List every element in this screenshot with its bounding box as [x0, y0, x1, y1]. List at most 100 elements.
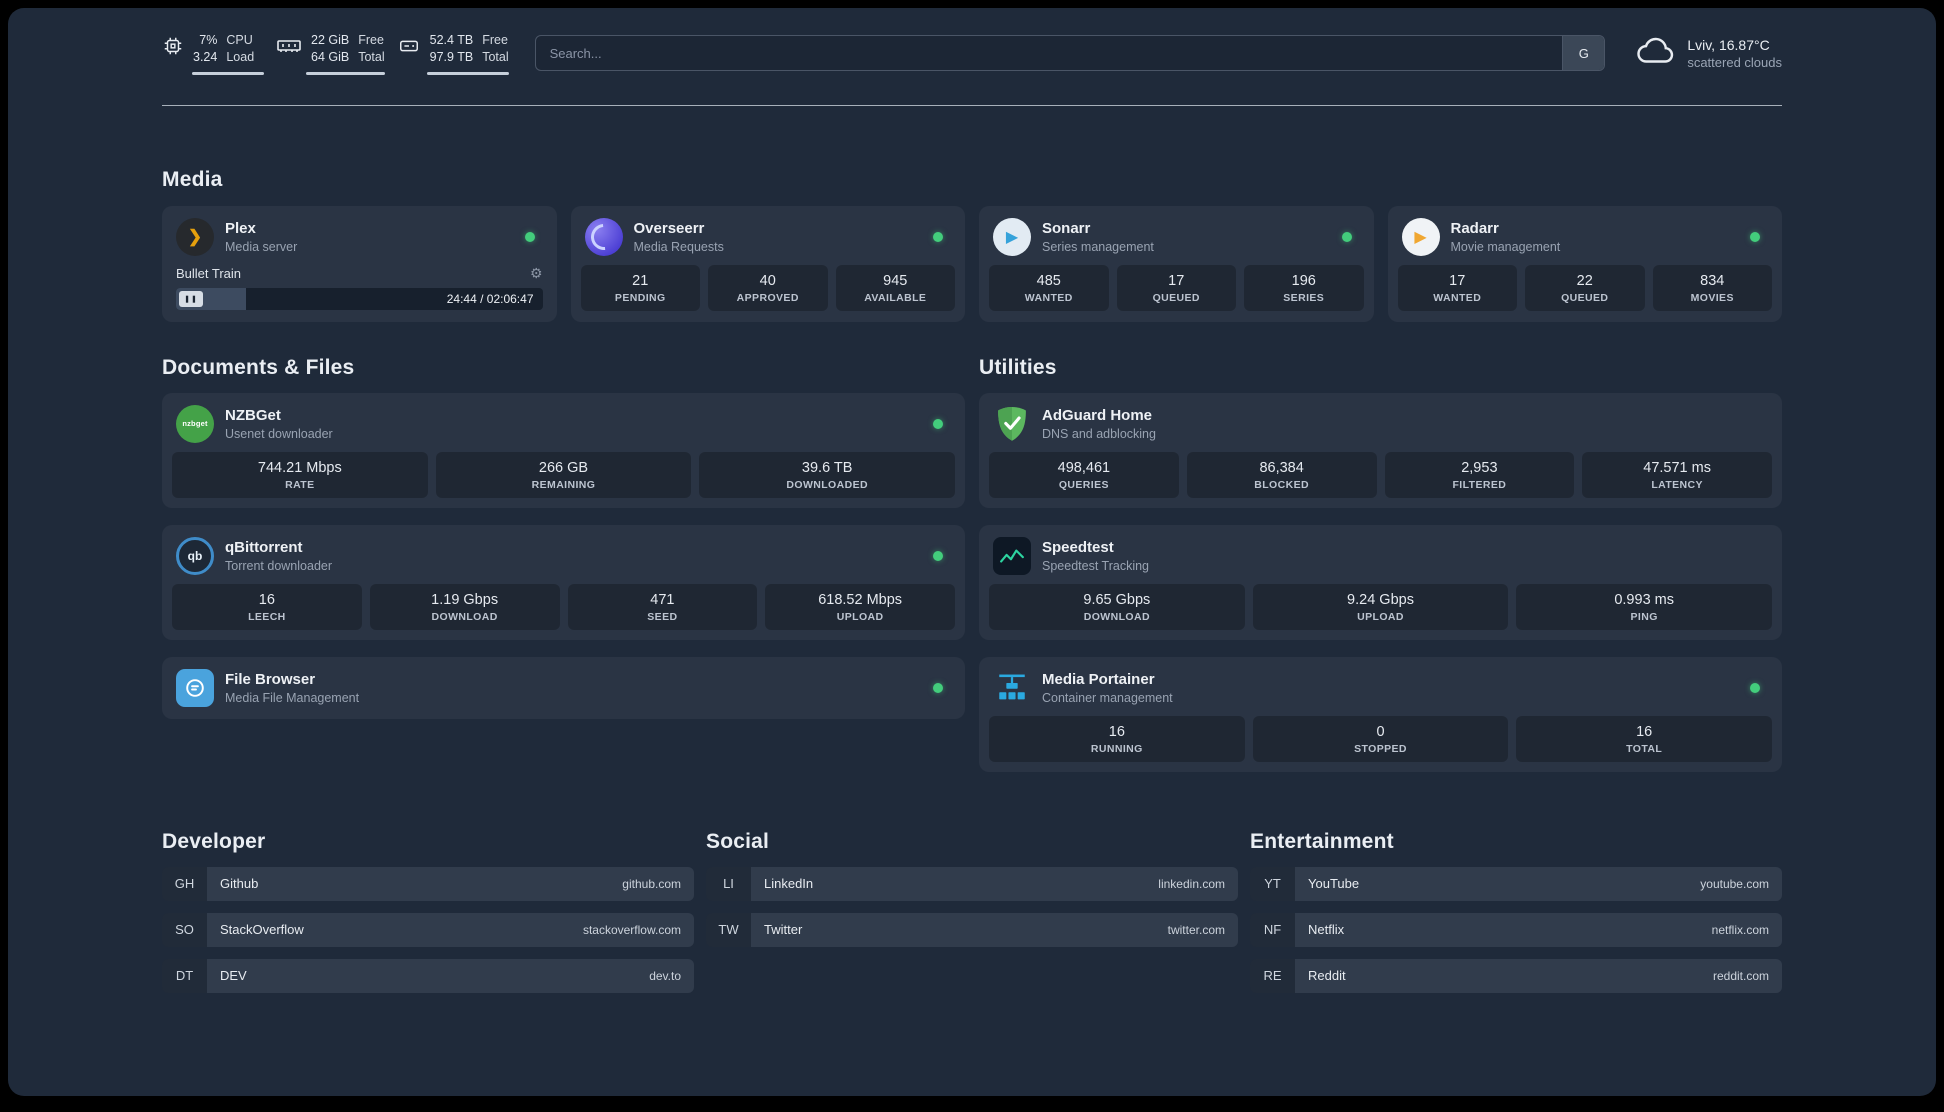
- cpu-load-value: 3.24: [193, 50, 218, 65]
- playback-progress-bar[interactable]: ❚❚ 24:44 / 02:06:47: [176, 287, 543, 310]
- bookmark-dev[interactable]: DT DEV dev.to: [162, 958, 694, 993]
- qbittorrent-glyph: qb: [187, 548, 203, 563]
- app-card-adguard[interactable]: AdGuard Home DNS and adblocking 498,461 …: [979, 392, 1782, 508]
- nzbget-wordmark: nzbget: [182, 419, 208, 428]
- memory-free-label: Free: [358, 33, 384, 47]
- app-name: Overseerr: [633, 219, 705, 237]
- status-online-dot: [933, 418, 943, 429]
- disk-free-value: 52.4 TB: [429, 33, 474, 47]
- stat-tile-queued: 22 QUEUED: [1525, 264, 1645, 311]
- app-subtitle: Container management: [1042, 690, 1173, 705]
- disk-usage-bar: [426, 71, 509, 75]
- app-subtitle: Torrent downloader: [225, 558, 333, 573]
- bookmark-url: github.com: [622, 876, 681, 891]
- bookmark-name: StackOverflow: [220, 922, 304, 937]
- stat-tile-upload: 618.52 Mbps UPLOAD: [765, 583, 955, 630]
- bookmark-twitter[interactable]: TW Twitter twitter.com: [706, 912, 1238, 947]
- app-card-filebrowser[interactable]: File Browser Media File Management: [162, 656, 965, 719]
- app-card-speedtest[interactable]: Speedtest Speedtest Tracking 9.65 Gbps D…: [979, 524, 1782, 640]
- stat-tile-queued: 17 QUEUED: [1116, 264, 1236, 311]
- bookmark-url: youtube.com: [1700, 876, 1769, 891]
- status-online-dot: [1750, 231, 1760, 242]
- memory-free-value: 22 GiB: [311, 33, 350, 47]
- memory-total-value: 64 GiB: [311, 50, 350, 65]
- bookmark-url: dev.to: [649, 968, 681, 983]
- stat-tile-available: 945 AVAILABLE: [835, 264, 955, 311]
- bookmark-name: DEV: [220, 968, 247, 983]
- app-name: Media Portainer: [1042, 670, 1155, 688]
- stat-tile-stopped: 0 STOPPED: [1252, 715, 1509, 762]
- app-card-qbittorrent[interactable]: qb qBittorrent Torrent downloader 16: [162, 524, 965, 640]
- weather-widget: Lviv, 16.87°C scattered clouds: [1635, 36, 1782, 71]
- stat-tile-movies: 834 MOVIES: [1652, 264, 1772, 311]
- stat-tile-downloaded: 39.6 TB DOWNLOADED: [699, 451, 956, 498]
- stat-tile-rate: 744.21 Mbps RATE: [172, 451, 428, 498]
- app-subtitle: Media File Management: [225, 690, 360, 705]
- memory-icon: [276, 32, 302, 57]
- developer-bookmarks: Developer GH Github github.com SO StackO…: [162, 830, 694, 993]
- bookmark-youtube[interactable]: YT YouTube youtube.com: [1250, 866, 1782, 901]
- bookmark-name: LinkedIn: [764, 876, 814, 891]
- app-card-radarr[interactable]: ▶ Radarr Movie management 17 WANTED 22: [1387, 205, 1782, 322]
- app-card-sonarr[interactable]: ▶ Sonarr Series management 485 WANTED 17: [979, 205, 1374, 322]
- bookmark-url: netflix.com: [1711, 922, 1769, 937]
- adguard-shield-icon: [993, 405, 1031, 443]
- app-name: Radarr: [1450, 219, 1499, 237]
- weather-condition: scattered clouds: [1687, 54, 1782, 70]
- app-card-plex[interactable]: ❯ Plex Media server Bullet Train ⚙: [162, 205, 557, 322]
- settings-gear-icon[interactable]: ⚙: [529, 265, 543, 281]
- stat-tile-upload: 9.24 Gbps UPLOAD: [1252, 583, 1509, 630]
- app-name: NZBGet: [225, 406, 281, 424]
- bookmark-name: Netflix: [1308, 922, 1345, 937]
- bookmark-reddit[interactable]: RE Reddit reddit.com: [1250, 958, 1782, 993]
- bookmark-netflix[interactable]: NF Netflix netflix.com: [1250, 912, 1782, 947]
- speedtest-graph-icon: [993, 536, 1031, 575]
- app-card-nzbget[interactable]: nzbget NZBGet Usenet downloader 744.21 M…: [162, 392, 965, 508]
- pause-button[interactable]: ❚❚: [179, 290, 203, 307]
- bookmark-abbr: LI: [706, 866, 751, 901]
- bookmark-url: twitter.com: [1167, 922, 1225, 937]
- sonarr-icon: ▶: [993, 217, 1031, 256]
- bookmark-url: stackoverflow.com: [582, 922, 681, 937]
- bookmark-abbr: DT: [162, 958, 207, 993]
- status-online-dot: [1341, 231, 1352, 242]
- now-playing-title: Bullet Train: [176, 265, 242, 281]
- disk-icon: [397, 32, 421, 57]
- app-subtitle: Movie management: [1450, 239, 1561, 254]
- cpu-icon: [162, 32, 184, 57]
- search-bar[interactable]: G: [534, 35, 1606, 72]
- search-provider-button[interactable]: G: [1562, 36, 1605, 71]
- portainer-crane-icon: [993, 669, 1031, 707]
- search-input[interactable]: [535, 45, 1563, 61]
- bookmark-abbr: SO: [162, 912, 207, 947]
- memory-widget: 22 GiB 64 GiB Free Total: [276, 32, 385, 75]
- bookmark-url: reddit.com: [1712, 968, 1769, 983]
- stat-tile-seed: 471 SEED: [567, 583, 758, 630]
- plex-chevron-glyph: ❯: [187, 226, 203, 246]
- disk-widget: 52.4 TB 97.9 TB Free Total: [397, 32, 509, 75]
- bookmark-stackoverflow[interactable]: SO StackOverflow stackoverflow.com: [162, 912, 694, 947]
- weather-location: Lviv, 16.87°C: [1687, 36, 1770, 53]
- app-card-portainer[interactable]: Media Portainer Container management 16 …: [979, 656, 1782, 772]
- section-title-developer: Developer: [162, 829, 266, 853]
- bookmark-abbr: YT: [1250, 866, 1295, 901]
- memory-usage-bar: [306, 71, 385, 75]
- qbittorrent-icon: qb: [176, 536, 214, 575]
- stat-tile-blocked: 86,384 BLOCKED: [1186, 451, 1377, 498]
- bookmark-github[interactable]: GH Github github.com: [162, 866, 694, 901]
- nzbget-icon: nzbget: [176, 404, 214, 443]
- bookmark-abbr: NF: [1250, 912, 1295, 947]
- section-title-documents: Documents & Files: [162, 355, 355, 379]
- bookmark-linkedin[interactable]: LI LinkedIn linkedin.com: [706, 866, 1238, 901]
- bookmark-name: Reddit: [1308, 968, 1346, 983]
- status-online-dot: [524, 231, 535, 242]
- stat-tile-ping: 0.993 ms PING: [1516, 583, 1773, 630]
- stat-tile-download: 9.65 Gbps DOWNLOAD: [989, 583, 1245, 630]
- section-title-social: Social: [706, 829, 770, 853]
- disk-total-label: Total: [482, 50, 509, 65]
- bookmark-abbr: GH: [162, 866, 207, 901]
- app-subtitle: DNS and adblocking: [1042, 426, 1156, 441]
- app-card-overseerr[interactable]: Overseerr Media Requests 21 PENDING 40 A…: [570, 205, 965, 322]
- dashboard-screen: 7% 3.24 CPU Load: [8, 8, 1936, 1096]
- app-name: AdGuard Home: [1042, 406, 1153, 424]
